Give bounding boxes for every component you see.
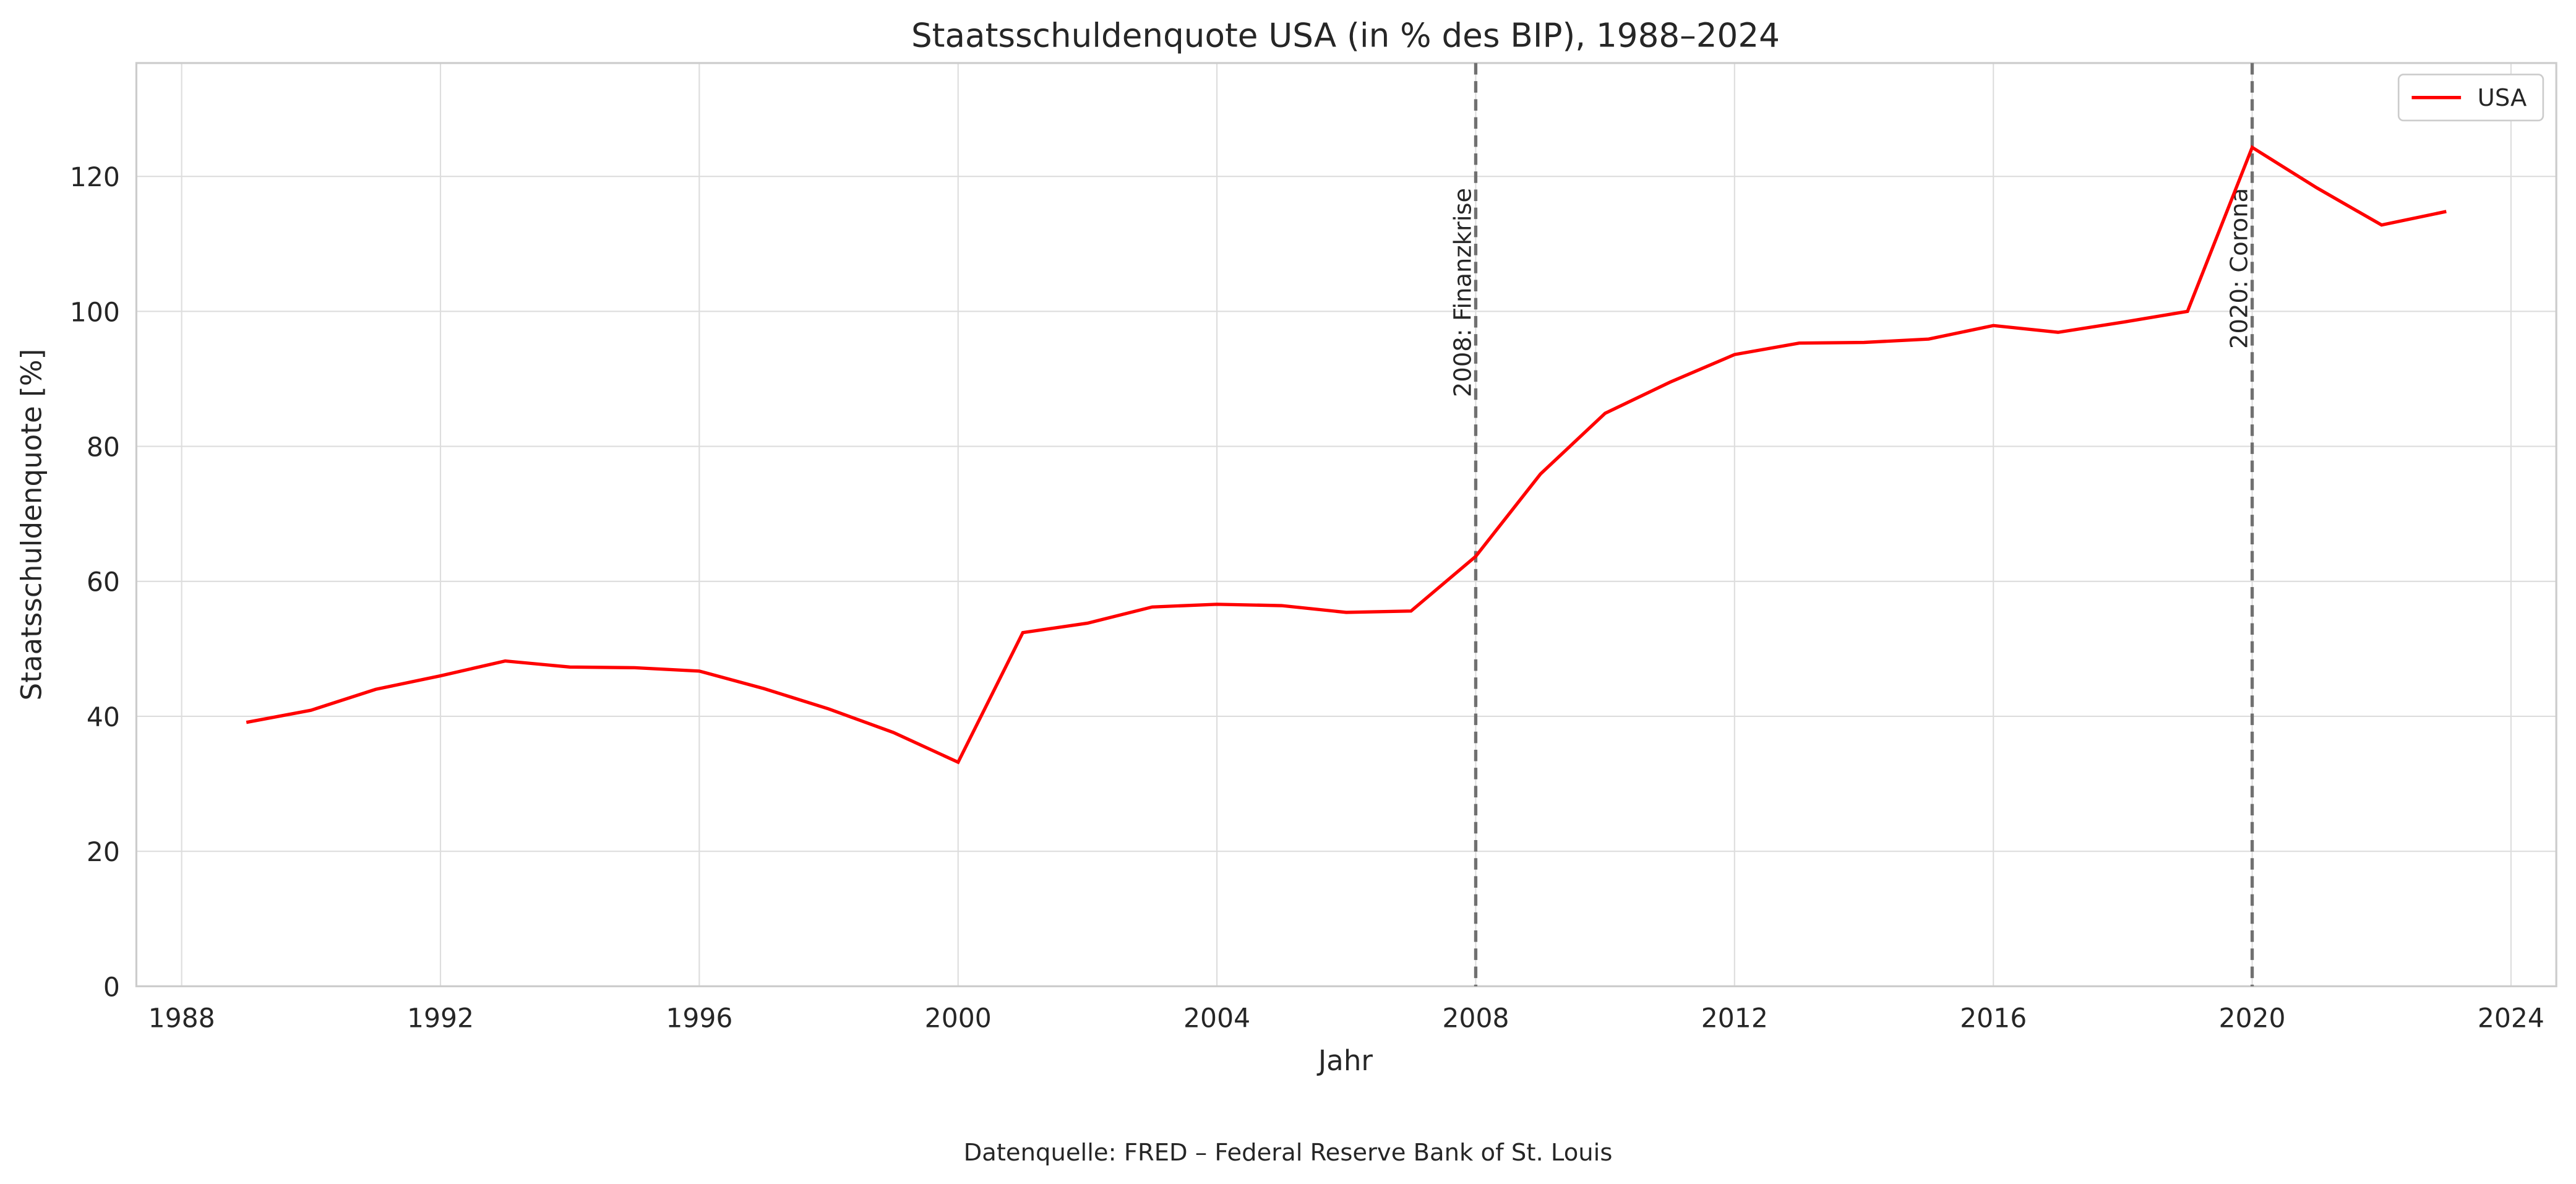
source-note: Datenquelle: FRED – Federal Reserve Bank…: [964, 1139, 1613, 1167]
y-tick-label: 40: [87, 703, 120, 733]
x-tick-label: 2012: [1701, 1004, 1768, 1034]
legend-label: USA: [2478, 84, 2527, 112]
y-tick-label: 80: [87, 433, 120, 463]
x-tick-label: 2020: [2219, 1004, 2286, 1034]
plot-frame: [135, 62, 2557, 987]
y-tick-label: 20: [87, 838, 120, 868]
y-tick-label: 120: [70, 163, 120, 193]
x-tick-label: 2008: [1442, 1004, 1509, 1034]
y-tick-label: 60: [87, 568, 120, 598]
x-tick-label: 2004: [1183, 1004, 1250, 1034]
x-tick-label: 2024: [2478, 1004, 2544, 1034]
x-tick-label: 1996: [666, 1004, 732, 1034]
chart-title: Staatsschuldenquote USA (in % des BIP), …: [911, 16, 1780, 54]
x-tick-label: 2016: [1960, 1004, 2027, 1034]
y-tick-label: 0: [103, 972, 120, 1003]
data-line: [246, 145, 2447, 765]
x-axis-label: Jahr: [1316, 1044, 1373, 1077]
x-tick-label: 1992: [407, 1004, 474, 1034]
x-tick-label: 1988: [148, 1004, 215, 1034]
legend-box: [2397, 74, 2544, 122]
y-tick-label: 100: [70, 298, 120, 328]
event-label: 2008: Finanzkrise: [1449, 188, 1477, 397]
x-tick-label: 2000: [925, 1004, 992, 1034]
y-axis-label: Staatsschuldenquote [%]: [15, 349, 48, 701]
event-label: 2020: Corona: [2226, 188, 2254, 349]
